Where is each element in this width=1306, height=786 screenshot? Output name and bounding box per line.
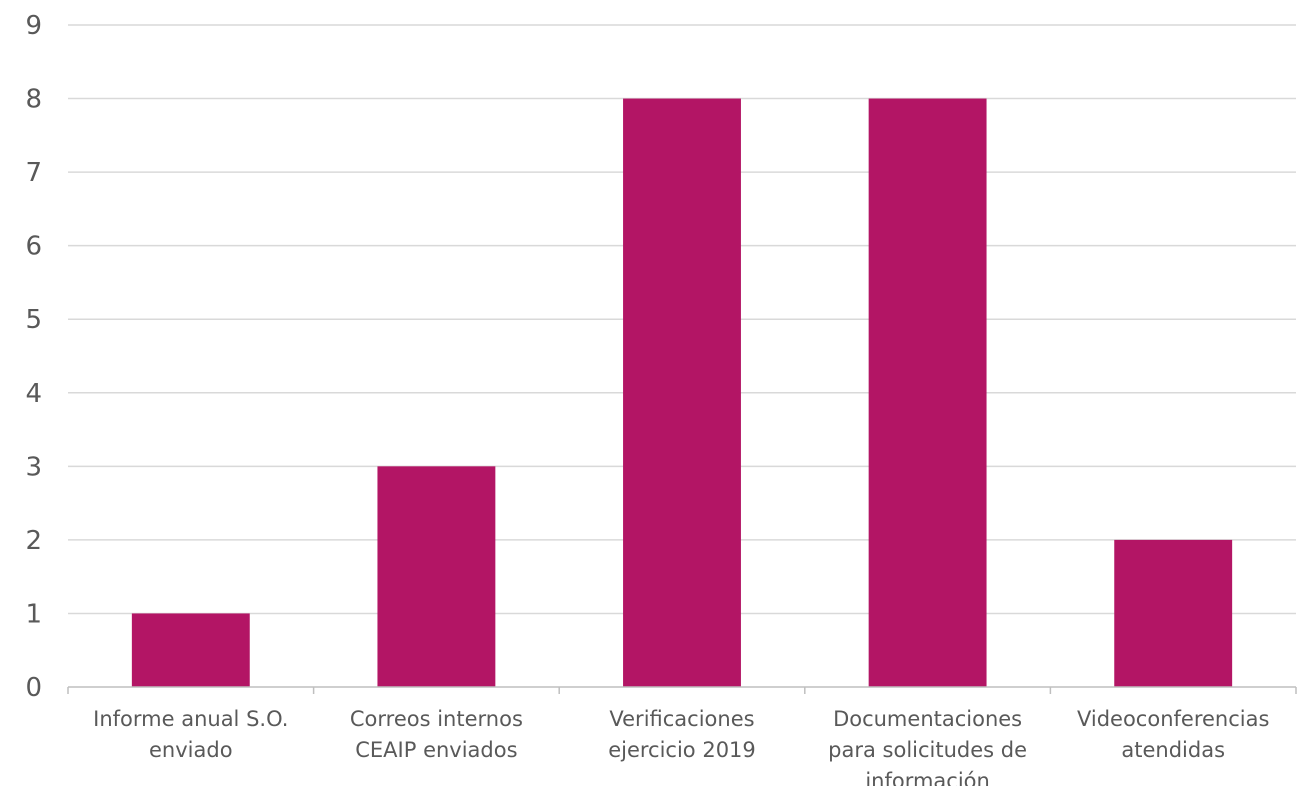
x-tick-label: Informe anual S.O. enviado [93,707,288,762]
x-tick-label-line: Correos internos [350,707,523,731]
y-tick-label: 7 [25,158,42,188]
y-tick-label: 5 [25,305,42,335]
x-tick-label-line: enviado [149,738,233,762]
bar [868,98,987,688]
x-tick-label: Correos internos CEAIP enviados [350,707,523,762]
y-tick-label: 0 [25,673,42,703]
x-tick-label-line: ejercicio 2019 [608,738,756,762]
y-tick-label: 8 [25,85,42,115]
x-axis [67,686,1297,694]
bar [377,466,496,687]
x-axis-tick-labels: Informe anual S.O. enviado Correos interno… [93,707,1269,786]
y-tick-label: 2 [25,526,42,556]
bar [1114,539,1233,687]
bar [131,613,250,687]
x-tick-label: Verificaciones ejercicio 2019 [608,707,756,762]
bar [623,98,741,688]
x-tick-label-line: Verificaciones [609,707,754,731]
x-tick-label-line: información [865,769,990,786]
x-tick-label: Videoconferencias atendidas [1077,707,1269,762]
x-tick-label-line: Documentaciones [833,707,1022,731]
x-tick-label-line: para solicitudes de [828,738,1027,762]
y-tick-label: 3 [25,452,42,482]
x-tick-label-line: Informe anual S.O. [93,707,288,731]
x-tick-label: Documentaciones para solicitudes de inform… [828,707,1027,786]
x-tick-label-line: Videoconferencias [1077,707,1269,731]
y-tick-label: 4 [25,379,42,409]
x-tick-label-line: atendidas [1121,738,1225,762]
y-tick-label: 9 [25,11,42,41]
bars [131,98,1233,688]
y-axis-tick-labels: 0 1 2 3 4 5 6 7 8 9 [25,11,42,703]
y-tick-label: 6 [25,232,42,262]
y-tick-label: 1 [25,599,42,629]
x-tick-label-line: CEAIP enviados [355,738,517,762]
